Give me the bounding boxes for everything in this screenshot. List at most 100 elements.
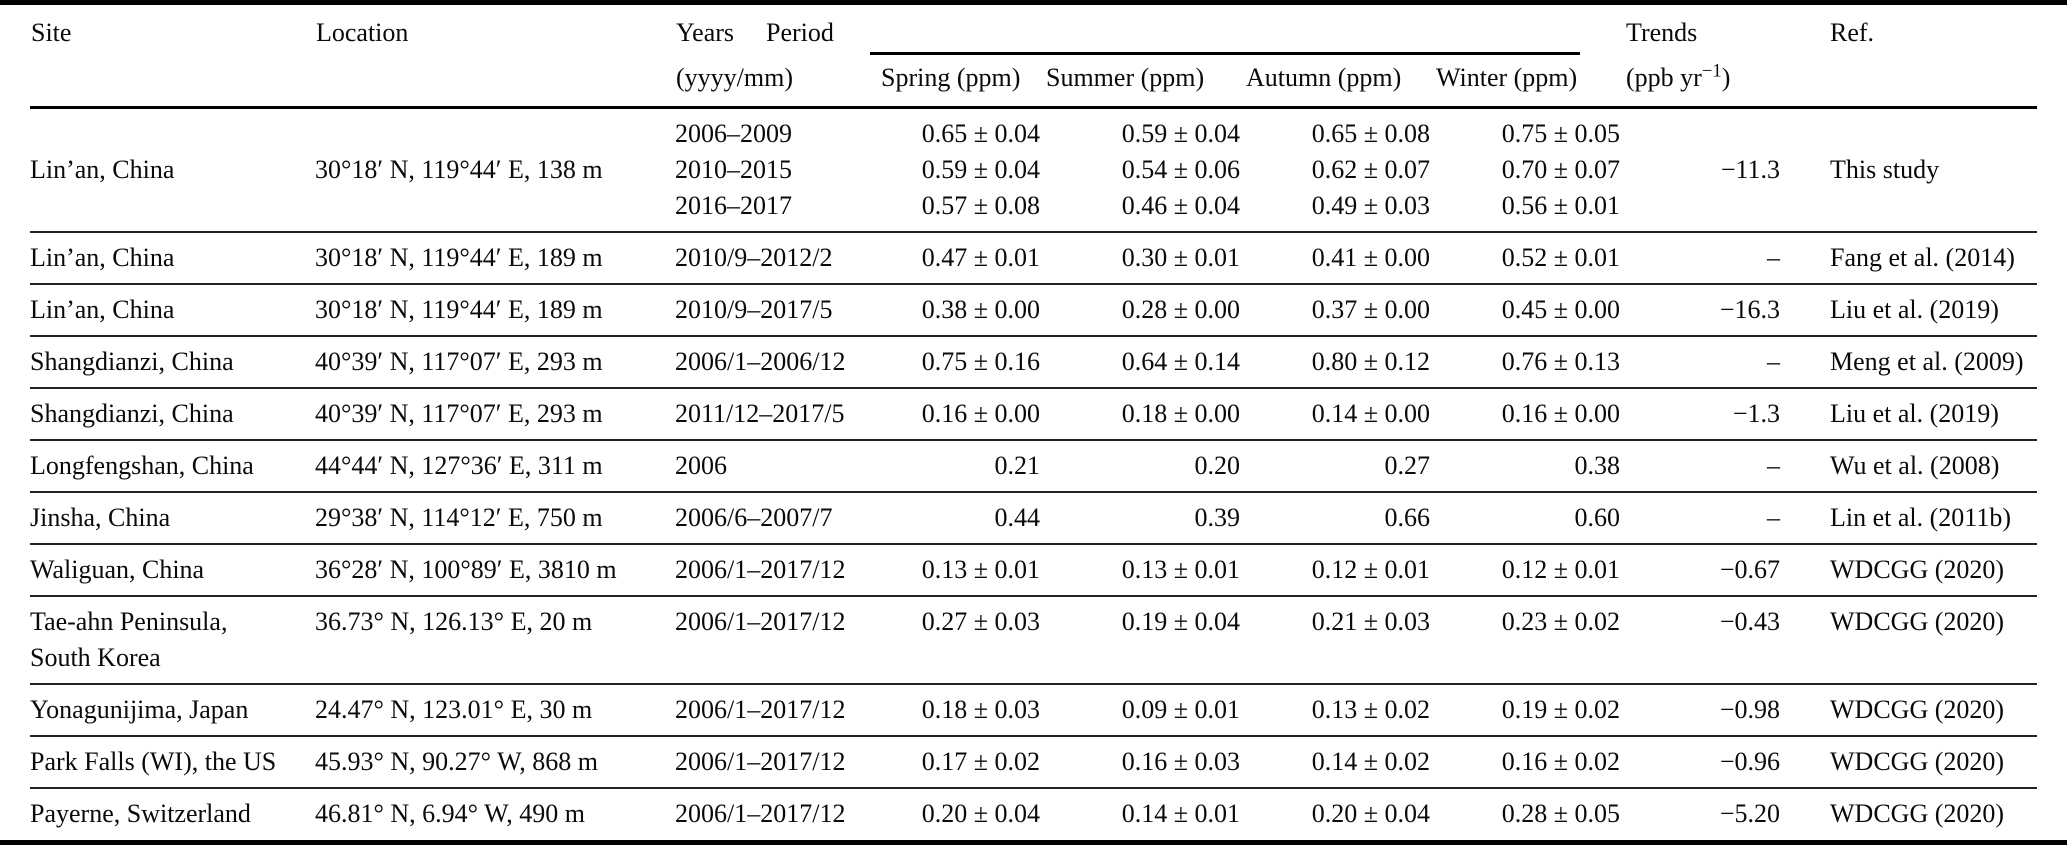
cell-site: Shangdianzi, China	[30, 398, 234, 428]
cell-location: 36°28′ N, 100°89′ E, 3810 m	[315, 554, 617, 584]
cell-ref: Liu et al. (2019)	[1830, 398, 1999, 428]
cell-summer: 0.19 ± 0.04	[1121, 606, 1240, 636]
cell-location: 30°18′ N, 119°44′ E, 189 m	[315, 294, 603, 324]
trends-unit-exponent: −1	[1701, 59, 1722, 81]
cell-summer: 0.13 ± 0.01	[1121, 554, 1240, 584]
cell-site: Waliguan, China	[30, 554, 205, 584]
cell-winter: 0.16 ± 0.00	[1501, 398, 1621, 428]
cell-location: 40°39′ N, 117°07′ E, 293 m	[315, 398, 603, 428]
cell-site: Payerne, Switzerland	[30, 798, 251, 828]
cell-ref: Wu et al. (2008)	[1830, 450, 2000, 480]
table-row: Lin’an, China 30°18′ N, 119°44′ E, 189 m…	[30, 283, 2038, 336]
cell-autumn: 0.65 ± 0.08 0.62 ± 0.07 0.49 ± 0.03	[1311, 118, 1430, 220]
cell-location: 30°18′ N, 119°44′ E, 189 m	[315, 242, 603, 272]
col-header-trends-unit: (ppb yr−1)	[1625, 57, 1790, 107]
cell-spring: 0.75 ± 0.16	[921, 346, 1040, 376]
col-header-location: Location	[316, 18, 409, 47]
cell-years: 2010/9–2012/2	[675, 242, 833, 272]
cell-years: 2006/1–2017/12	[675, 694, 846, 724]
cell-ref: This study	[1830, 154, 1940, 184]
table-body: Lin’an, China 30°18′ N, 119°44′ E, 138 m…	[30, 107, 2038, 839]
cell-years: 2006/1–2017/12	[675, 798, 846, 828]
cell-site: Longfengshan, China	[30, 450, 254, 480]
cell-site: Lin’an, China	[30, 242, 175, 272]
cell-winter: 0.45 ± 0.00	[1501, 294, 1621, 324]
cell-autumn: 0.80 ± 0.12	[1311, 346, 1430, 376]
cell-location: 45.93° N, 90.27° W, 868 m	[315, 746, 598, 776]
cell-winter: 0.23 ± 0.02	[1501, 606, 1621, 636]
cell-summer: 0.59 ± 0.04 0.54 ± 0.06 0.46 ± 0.04	[1121, 118, 1240, 220]
cell-spring: 0.18 ± 0.03	[921, 694, 1040, 724]
cell-summer: 0.28 ± 0.00	[1121, 294, 1240, 324]
col-header-years-unit: (yyyy/mm)	[676, 62, 793, 92]
header-row-1: Site Location Years Period Trends Ref.	[30, 5, 2037, 57]
cell-ref: Lin et al. (2011b)	[1830, 502, 2011, 532]
cell-trends: −0.96	[1719, 746, 1781, 776]
table-row: Shangdianzi, China 40°39′ N, 117°07′ E, …	[30, 335, 2038, 388]
cell-location: 40°39′ N, 117°07′ E, 293 m	[315, 346, 603, 376]
cell-ref: WDCGG (2020)	[1830, 694, 2005, 724]
cell-years: 2006/1–2017/12	[675, 746, 846, 776]
cell-winter: 0.52 ± 0.01	[1501, 242, 1621, 272]
cell-spring: 0.17 ± 0.02	[921, 746, 1040, 776]
cell-ref: WDCGG (2020)	[1830, 554, 2005, 584]
cell-ref: WDCGG (2020)	[1830, 798, 2005, 828]
cell-summer: 0.14 ± 0.01	[1121, 798, 1240, 828]
cell-spring: 0.27 ± 0.03	[921, 606, 1040, 636]
cell-location: 46.81° N, 6.94° W, 490 m	[315, 798, 585, 828]
cell-location: 30°18′ N, 119°44′ E, 138 m	[315, 154, 603, 184]
period-group-label: Period	[766, 18, 834, 47]
cell-winter: 0.28 ± 0.05	[1501, 798, 1621, 828]
cell-location: 24.47° N, 123.01° E, 30 m	[315, 694, 593, 724]
cell-winter: 0.75 ± 0.05 0.70 ± 0.07 0.56 ± 0.01	[1501, 118, 1621, 220]
cell-ref: Meng et al. (2009)	[1830, 346, 2024, 376]
cell-autumn: 0.13 ± 0.02	[1311, 694, 1430, 724]
cell-autumn: 0.14 ± 0.02	[1311, 746, 1430, 776]
cell-ref: WDCGG (2020)	[1830, 746, 2005, 776]
table-row: Payerne, Switzerland 46.81° N, 6.94° W, …	[30, 787, 2038, 839]
cell-summer: 0.64 ± 0.14	[1121, 346, 1240, 376]
cell-site: Yonagunijima, Japan	[30, 694, 249, 724]
cell-spring: 0.16 ± 0.00	[921, 398, 1040, 428]
cell-spring: 0.13 ± 0.01	[921, 554, 1040, 584]
cell-spring: 0.47 ± 0.01	[921, 242, 1040, 272]
table-row: Tae-ahn Peninsula, South Korea 36.73° N,…	[30, 595, 2038, 684]
col-header-site: Site	[31, 18, 72, 47]
cell-spring: 0.20 ± 0.04	[921, 798, 1040, 828]
cell-site: Shangdianzi, China	[30, 346, 234, 376]
cell-spring: 0.44	[994, 502, 1041, 532]
cell-site: Tae-ahn Peninsula, South Korea	[30, 606, 228, 672]
col-header-years: Years	[676, 18, 735, 47]
cell-winter: 0.60	[1574, 502, 1621, 532]
table-row: Yonagunijima, Japan 24.47° N, 123.01° E,…	[30, 683, 2038, 736]
cell-autumn: 0.14 ± 0.00	[1311, 398, 1430, 428]
cell-trends: −1.3	[1732, 398, 1781, 428]
col-header-ref: Ref.	[1830, 18, 1875, 47]
cell-autumn: 0.20 ± 0.04	[1311, 798, 1430, 828]
cell-ref: Liu et al. (2019)	[1830, 294, 1999, 324]
cell-years: 2006	[675, 450, 727, 480]
col-header-summer: Summer (ppm)	[1046, 62, 1205, 92]
col-header-trends: Trends	[1626, 18, 1698, 47]
cell-trends: –	[1767, 346, 1781, 376]
cell-autumn: 0.12 ± 0.01	[1311, 554, 1430, 584]
cell-site: Lin’an, China	[30, 154, 175, 184]
col-header-winter: Winter (ppm)	[1436, 62, 1578, 92]
cell-winter: 0.19 ± 0.02	[1501, 694, 1621, 724]
cell-autumn: 0.37 ± 0.00	[1311, 294, 1430, 324]
cell-spring: 0.21	[994, 450, 1041, 480]
cell-location: 44°44′ N, 127°36′ E, 311 m	[315, 450, 603, 480]
cell-years: 2006/1–2017/12	[675, 606, 846, 636]
col-header-period-group: Period	[766, 5, 1625, 57]
cell-spring: 0.38 ± 0.00	[921, 294, 1040, 324]
cell-summer: 0.39	[1194, 502, 1241, 532]
cell-ref: Fang et al. (2014)	[1830, 242, 2015, 272]
cell-trends: −0.43	[1719, 606, 1781, 636]
cell-winter: 0.38	[1574, 450, 1621, 480]
table-row: Lin’an, China 30°18′ N, 119°44′ E, 138 m…	[30, 107, 2037, 232]
table-row: Park Falls (WI), the US 45.93° N, 90.27°…	[30, 735, 2038, 788]
table-header: Site Location Years Period Trends Ref. (…	[30, 5, 2038, 107]
cell-site: Lin’an, China	[30, 294, 175, 324]
cell-trends: –	[1767, 242, 1781, 272]
